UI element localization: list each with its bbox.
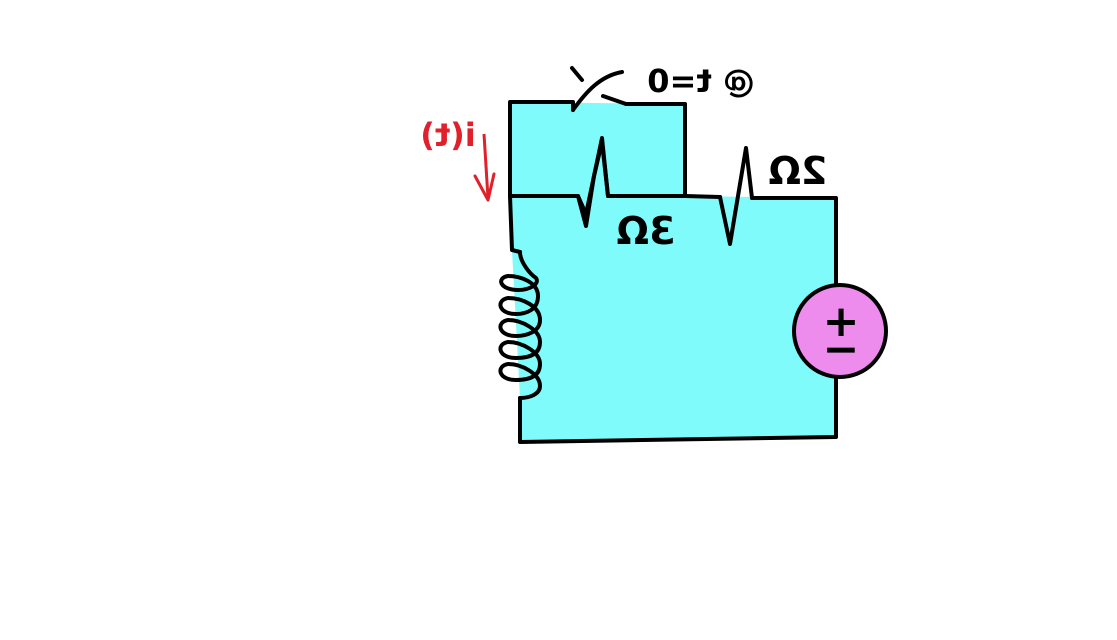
current-label: i(t) [420,116,476,154]
source-minus-sign: − [823,324,860,375]
right-top-wire [750,196,838,302]
resistor-2-label: 2Ω [769,149,828,193]
switch-branch-wire [508,100,575,198]
resistor-3 [576,140,610,228]
switch-label: @ t=0 [647,62,755,100]
current-arrow-icon [473,133,496,202]
switch [570,66,628,112]
voltage-source: + − [792,283,888,379]
bottom-wire [518,374,838,444]
source-plus-sign: + [823,296,860,347]
resistor-3-label: 3Ω [617,209,676,253]
resistor-2 [718,146,754,246]
inductor [498,250,542,400]
switch-branch-wire-right [624,102,687,198]
left-wire [508,194,522,254]
